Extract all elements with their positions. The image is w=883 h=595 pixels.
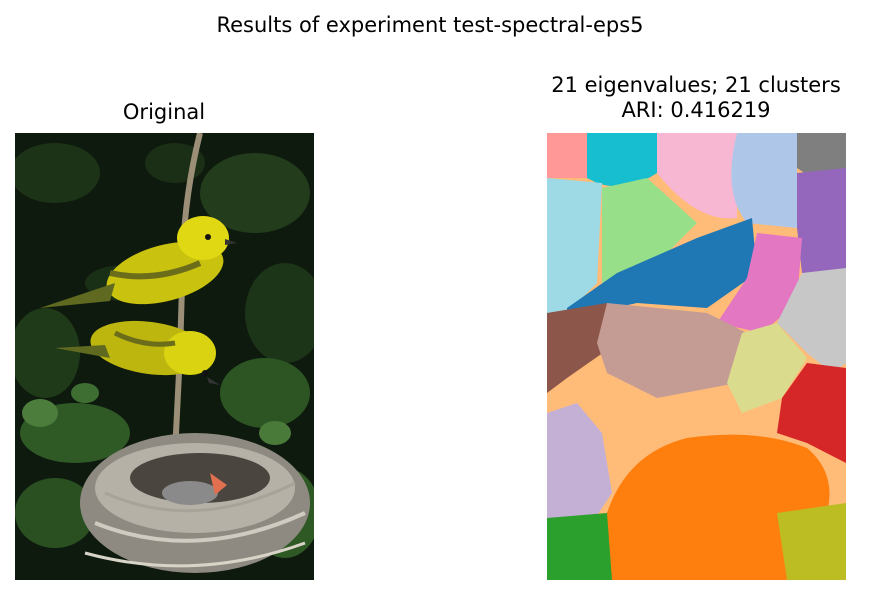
segmentation-image (547, 133, 846, 580)
original-image (15, 133, 314, 580)
segmentation-title-ari: ARI: 0.416219 (621, 98, 771, 122)
original-panel-title: Original (122, 100, 206, 124)
figure-title: Results of experiment test-spectral-eps5 (216, 13, 644, 37)
segmentation-title-clusters: 21 eigenvalues; 21 clusters (551, 73, 841, 97)
original-photo-drawing (15, 133, 314, 580)
segmentation-map (547, 133, 846, 580)
segmentation-panel-title: 21 eigenvalues; 21 clusters ARI: 0.41621… (496, 73, 883, 123)
